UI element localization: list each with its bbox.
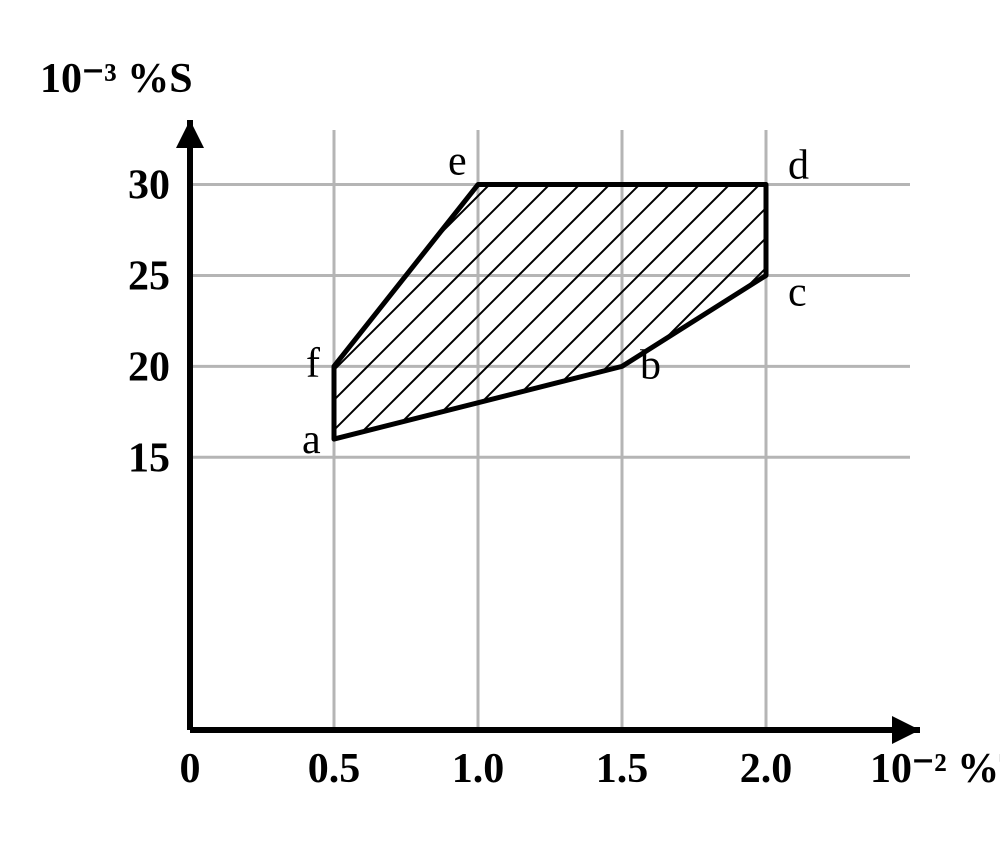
x-tick-label: 1.0 xyxy=(452,746,505,792)
vertex-label-b: b xyxy=(640,342,661,388)
vertex-label-f: f xyxy=(306,340,320,386)
y-tick-label: 30 xyxy=(128,163,170,209)
x-tick-label: 0 xyxy=(180,746,201,792)
phase-diagram: 0 0.5 1.0 1.5 2.0 15 20 25 30 10⁻² %Ti 10⁻³ %S a b c d… xyxy=(0,0,1000,855)
x-axis-label: 10⁻² %Ti xyxy=(870,746,1000,792)
vertex-label-c: c xyxy=(788,269,807,315)
x-tick-label: 0.5 xyxy=(308,746,361,792)
vertex-label-a: a xyxy=(302,417,321,463)
x-tick-label: 1.5 xyxy=(596,746,649,792)
x-tick-label: 2.0 xyxy=(740,746,793,792)
y-tick-label: 25 xyxy=(128,253,170,299)
vertex-label-e: e xyxy=(448,139,467,185)
y-axis-label: 10⁻³ %S xyxy=(40,56,193,102)
y-tick-label: 15 xyxy=(128,435,170,481)
vertex-label-d: d xyxy=(788,143,809,189)
chart-bg xyxy=(0,0,1000,855)
y-tick-label: 20 xyxy=(128,344,170,390)
